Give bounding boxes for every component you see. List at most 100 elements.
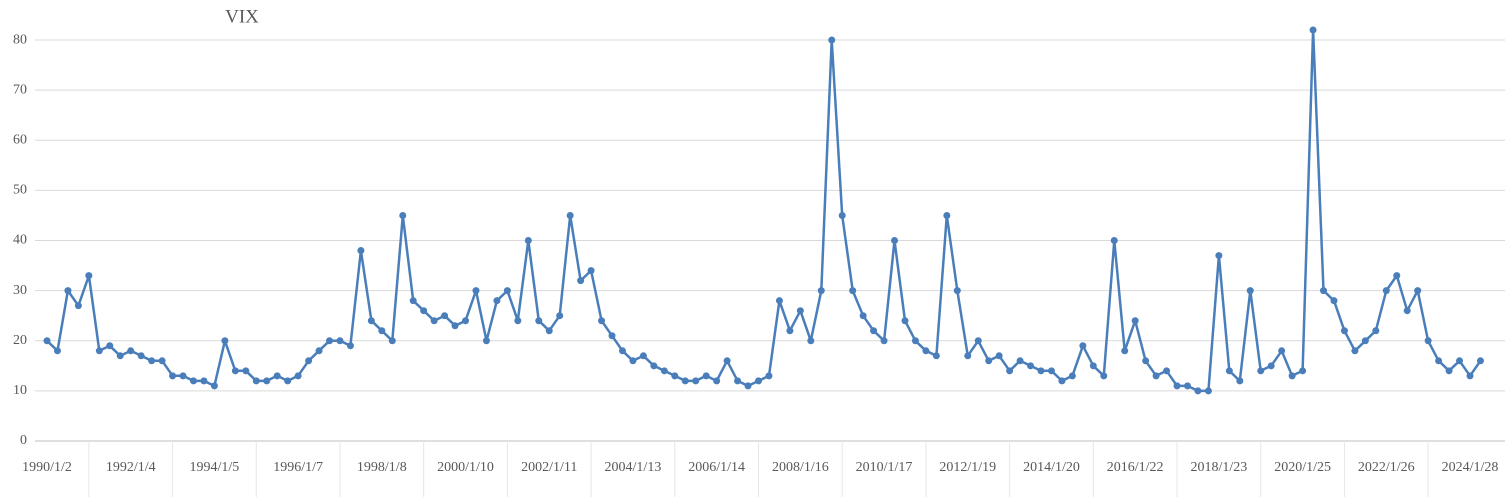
data-point [786, 327, 794, 335]
data-point [420, 307, 428, 315]
y-tick-label: 50 [13, 183, 27, 198]
data-point [1215, 252, 1223, 260]
data-point [953, 287, 961, 295]
x-tick-label: 2012/1/19 [939, 460, 996, 475]
x-tick-label: 2014/1/20 [1023, 460, 1080, 475]
data-point [1142, 357, 1150, 365]
data-point [367, 317, 375, 325]
data-point [1320, 287, 1328, 295]
data-point [775, 297, 783, 305]
data-point [618, 347, 626, 355]
data-point [901, 317, 909, 325]
data-point [985, 357, 993, 365]
data-point [577, 277, 585, 285]
data-point [1424, 337, 1432, 345]
data-point [660, 367, 668, 375]
data-point [221, 337, 229, 345]
x-tick-label: 1992/1/4 [106, 460, 156, 475]
data-point [106, 342, 114, 350]
data-point [127, 347, 135, 355]
data-point [430, 317, 438, 325]
data-point [566, 211, 574, 219]
data-point [200, 377, 208, 385]
series-line [46, 28, 1482, 393]
data-point [817, 287, 825, 295]
data-point [974, 337, 982, 345]
data-point [399, 211, 407, 219]
data-point [441, 312, 449, 320]
data-point [713, 377, 721, 385]
data-point [1047, 367, 1055, 375]
data-point [692, 377, 700, 385]
x-tick-label: 2022/1/26 [1358, 460, 1415, 475]
data-point [744, 382, 752, 390]
data-point [1194, 387, 1202, 395]
x-tick-label: 1998/1/8 [357, 460, 407, 475]
data-point [137, 352, 145, 360]
data-point [1173, 382, 1181, 390]
data-point [472, 287, 480, 295]
data-point [1288, 372, 1296, 380]
x-tick-label: 2024/1/28 [1442, 460, 1499, 475]
data-point [1163, 367, 1171, 375]
data-point [158, 357, 166, 365]
data-point [598, 317, 606, 325]
data-point [1027, 362, 1035, 370]
data-point [1183, 382, 1191, 390]
x-tick-label: 2004/1/13 [605, 460, 662, 475]
data-point [524, 237, 532, 245]
data-point [1278, 347, 1286, 355]
data-point [1225, 367, 1233, 375]
y-tick-label: 30 [13, 283, 27, 298]
data-point [629, 357, 637, 365]
data-point [43, 337, 51, 345]
data-point [807, 337, 815, 345]
data-point [346, 342, 354, 350]
y-tick-label: 70 [13, 82, 27, 97]
data-point [828, 36, 836, 44]
data-point [765, 372, 773, 380]
data-point [545, 327, 553, 335]
data-point [932, 352, 940, 360]
data-point [482, 337, 490, 345]
data-point [357, 247, 365, 255]
y-tick-label: 80 [13, 32, 27, 47]
x-tick-label: 2010/1/17 [856, 460, 913, 475]
data-point [1466, 372, 1474, 380]
data-point [169, 372, 177, 380]
data-point [1204, 387, 1212, 395]
data-point [608, 332, 616, 340]
data-point [1058, 377, 1066, 385]
data-point [179, 372, 187, 380]
data-point [1079, 342, 1087, 350]
data-point [85, 272, 93, 280]
x-tick-label: 2020/1/25 [1274, 460, 1331, 475]
data-point [639, 352, 647, 360]
data-point [1068, 372, 1076, 380]
data-point [1246, 287, 1254, 295]
x-tick-label: 2016/1/22 [1107, 460, 1164, 475]
data-point [74, 302, 82, 310]
data-point [535, 317, 543, 325]
data-point [1131, 317, 1139, 325]
data-point [1351, 347, 1359, 355]
data-point [388, 337, 396, 345]
data-point [1267, 362, 1275, 370]
data-point [1037, 367, 1045, 375]
data-point [284, 377, 292, 385]
data-point [514, 317, 522, 325]
y-tick-label: 0 [20, 433, 27, 448]
x-tick-label: 2008/1/16 [772, 460, 829, 475]
data-point [189, 377, 197, 385]
data-point [148, 357, 156, 365]
data-point [1382, 287, 1390, 295]
data-point [681, 377, 689, 385]
data-point [911, 337, 919, 345]
data-point [64, 287, 72, 295]
data-point [210, 382, 218, 390]
data-point [556, 312, 564, 320]
chart-title: VIX [225, 6, 259, 27]
x-tick-label: 2018/1/23 [1190, 460, 1247, 475]
data-point [849, 287, 857, 295]
